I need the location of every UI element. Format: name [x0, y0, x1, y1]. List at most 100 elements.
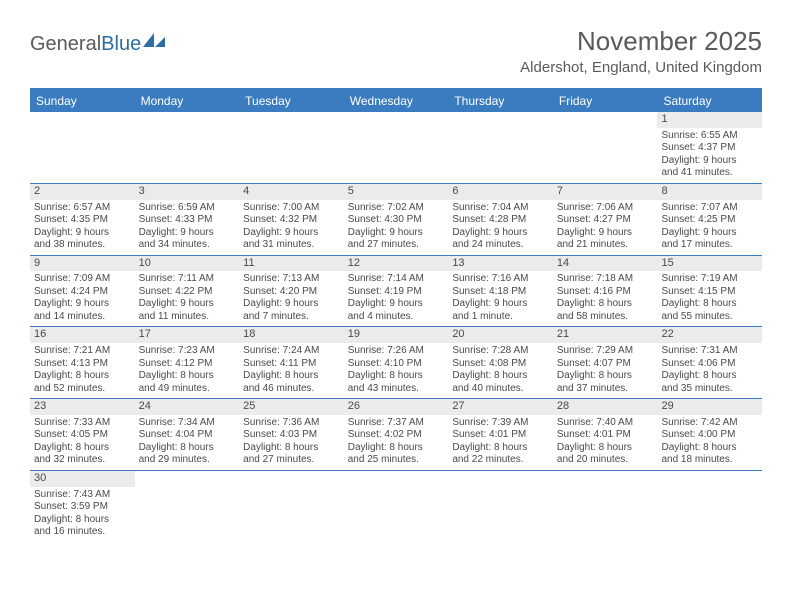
daylight-text: Daylight: 9 hours [661, 155, 758, 168]
sunset-text: Sunset: 4:05 PM [34, 429, 131, 442]
day-number: 28 [553, 399, 658, 415]
daylight-text: Daylight: 9 hours [139, 298, 236, 311]
day-number: 12 [344, 256, 449, 272]
day-number: 10 [135, 256, 240, 272]
daylight-text: Daylight: 8 hours [661, 442, 758, 455]
day-number: 7 [553, 184, 658, 200]
sunrise-text: Sunrise: 7:33 AM [34, 417, 131, 430]
calendar-cell: 7Sunrise: 7:06 AMSunset: 4:27 PMDaylight… [553, 184, 658, 255]
sunrise-text: Sunrise: 6:57 AM [34, 202, 131, 215]
calendar-cell: 19Sunrise: 7:26 AMSunset: 4:10 PMDayligh… [344, 327, 449, 398]
sunset-text: Sunset: 4:28 PM [452, 214, 549, 227]
calendar-row: 16Sunrise: 7:21 AMSunset: 4:13 PMDayligh… [30, 327, 762, 399]
sunrise-text: Sunrise: 7:16 AM [452, 273, 549, 286]
daylight-text: Daylight: 9 hours [34, 227, 131, 240]
daylight-text: Daylight: 9 hours [34, 298, 131, 311]
sunset-text: Sunset: 4:22 PM [139, 286, 236, 299]
daylight-text: Daylight: 8 hours [34, 514, 131, 527]
calendar-cell: 12Sunrise: 7:14 AMSunset: 4:19 PMDayligh… [344, 256, 449, 327]
sunrise-text: Sunrise: 7:43 AM [34, 489, 131, 502]
logo: GeneralBlue [30, 32, 165, 57]
daylight-text: and 35 minutes. [661, 383, 758, 396]
sunrise-text: Sunrise: 7:39 AM [452, 417, 549, 430]
calendar-cell: 5Sunrise: 7:02 AMSunset: 4:30 PMDaylight… [344, 184, 449, 255]
day-number: 18 [239, 327, 344, 343]
calendar-cell: 6Sunrise: 7:04 AMSunset: 4:28 PMDaylight… [448, 184, 553, 255]
daylight-text: and 17 minutes. [661, 239, 758, 252]
daylight-text: Daylight: 9 hours [452, 227, 549, 240]
calendar-row: 30Sunrise: 7:43 AMSunset: 3:59 PMDayligh… [30, 471, 762, 542]
calendar-cell: 24Sunrise: 7:34 AMSunset: 4:04 PMDayligh… [135, 399, 240, 470]
calendar-cell [448, 471, 553, 542]
daylight-text: and 29 minutes. [139, 454, 236, 467]
sunrise-text: Sunrise: 7:18 AM [557, 273, 654, 286]
calendar-cell: 15Sunrise: 7:19 AMSunset: 4:15 PMDayligh… [657, 256, 762, 327]
calendar-cell: 27Sunrise: 7:39 AMSunset: 4:01 PMDayligh… [448, 399, 553, 470]
calendar-cell: 17Sunrise: 7:23 AMSunset: 4:12 PMDayligh… [135, 327, 240, 398]
daylight-text: and 16 minutes. [34, 526, 131, 539]
sunrise-text: Sunrise: 7:37 AM [348, 417, 445, 430]
daylight-text: Daylight: 9 hours [452, 298, 549, 311]
daylight-text: and 20 minutes. [557, 454, 654, 467]
daylight-text: Daylight: 8 hours [557, 298, 654, 311]
calendar-cell: 1Sunrise: 6:55 AMSunset: 4:37 PMDaylight… [657, 112, 762, 183]
title-block: November 2025 Aldershot, England, United… [520, 26, 762, 76]
daylight-text: and 32 minutes. [34, 454, 131, 467]
day-number: 14 [553, 256, 658, 272]
daylight-text: and 34 minutes. [139, 239, 236, 252]
calendar-cell: 26Sunrise: 7:37 AMSunset: 4:02 PMDayligh… [344, 399, 449, 470]
sunset-text: Sunset: 4:04 PM [139, 429, 236, 442]
sunset-text: Sunset: 4:03 PM [243, 429, 340, 442]
sunset-text: Sunset: 4:08 PM [452, 358, 549, 371]
daylight-text: and 58 minutes. [557, 311, 654, 324]
daylight-text: Daylight: 8 hours [557, 442, 654, 455]
daylight-text: Daylight: 8 hours [139, 370, 236, 383]
day-number: 6 [448, 184, 553, 200]
calendar-cell: 20Sunrise: 7:28 AMSunset: 4:08 PMDayligh… [448, 327, 553, 398]
sunrise-text: Sunrise: 7:09 AM [34, 273, 131, 286]
day-number: 9 [30, 256, 135, 272]
daylight-text: and 27 minutes. [243, 454, 340, 467]
sunrise-text: Sunrise: 7:11 AM [139, 273, 236, 286]
sunset-text: Sunset: 4:16 PM [557, 286, 654, 299]
sunrise-text: Sunrise: 7:21 AM [34, 345, 131, 358]
logo-sail-icon [143, 32, 165, 55]
daylight-text: Daylight: 8 hours [557, 370, 654, 383]
location: Aldershot, England, United Kingdom [520, 59, 762, 76]
day-number: 3 [135, 184, 240, 200]
daylight-text: and 4 minutes. [348, 311, 445, 324]
day-number: 19 [344, 327, 449, 343]
daylight-text: Daylight: 9 hours [348, 298, 445, 311]
sunrise-text: Sunrise: 7:36 AM [243, 417, 340, 430]
calendar-cell: 11Sunrise: 7:13 AMSunset: 4:20 PMDayligh… [239, 256, 344, 327]
sunrise-text: Sunrise: 7:14 AM [348, 273, 445, 286]
sunset-text: Sunset: 4:12 PM [139, 358, 236, 371]
sunrise-text: Sunrise: 7:34 AM [139, 417, 236, 430]
daylight-text: and 43 minutes. [348, 383, 445, 396]
sunset-text: Sunset: 4:07 PM [557, 358, 654, 371]
calendar-cell [239, 471, 344, 542]
daylight-text: Daylight: 9 hours [243, 227, 340, 240]
calendar-row: 9Sunrise: 7:09 AMSunset: 4:24 PMDaylight… [30, 256, 762, 328]
daylight-text: Daylight: 8 hours [348, 442, 445, 455]
calendar-cell [30, 112, 135, 183]
daylight-text: and 14 minutes. [34, 311, 131, 324]
daylight-text: and 25 minutes. [348, 454, 445, 467]
day-header: Monday [135, 90, 240, 112]
sunset-text: Sunset: 4:10 PM [348, 358, 445, 371]
calendar: Sunday Monday Tuesday Wednesday Thursday… [30, 88, 762, 542]
daylight-text: and 38 minutes. [34, 239, 131, 252]
calendar-cell [135, 471, 240, 542]
daylight-text: Daylight: 8 hours [243, 442, 340, 455]
calendar-cell: 10Sunrise: 7:11 AMSunset: 4:22 PMDayligh… [135, 256, 240, 327]
sunset-text: Sunset: 3:59 PM [34, 501, 131, 514]
sunrise-text: Sunrise: 7:29 AM [557, 345, 654, 358]
calendar-cell [344, 112, 449, 183]
calendar-cell: 28Sunrise: 7:40 AMSunset: 4:01 PMDayligh… [553, 399, 658, 470]
day-number: 8 [657, 184, 762, 200]
daylight-text: Daylight: 9 hours [348, 227, 445, 240]
sunset-text: Sunset: 4:15 PM [661, 286, 758, 299]
sunset-text: Sunset: 4:01 PM [557, 429, 654, 442]
daylight-text: and 37 minutes. [557, 383, 654, 396]
daylight-text: Daylight: 8 hours [661, 370, 758, 383]
